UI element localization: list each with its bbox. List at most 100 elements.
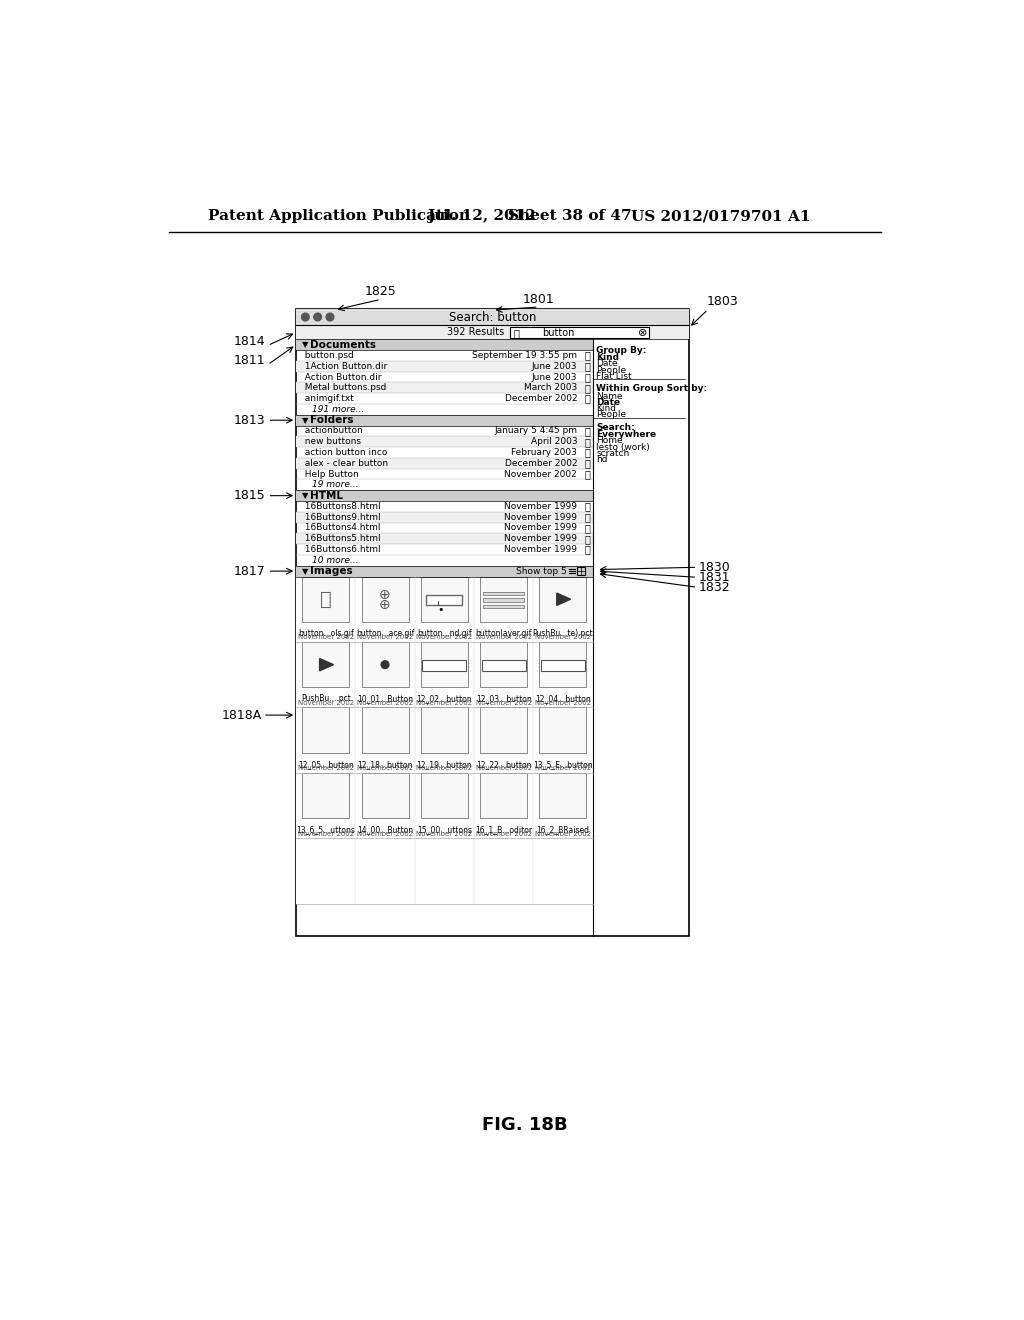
Text: US 2012/0179701 A1: US 2012/0179701 A1 bbox=[631, 209, 811, 223]
Text: buttonlayer.gif: buttonlayer.gif bbox=[475, 628, 531, 638]
Text: September 19 3:55 pm: September 19 3:55 pm bbox=[472, 351, 578, 360]
Text: 16_2_BRaised: 16_2_BRaised bbox=[537, 825, 590, 834]
Text: •: • bbox=[438, 605, 444, 615]
Text: November 2002: November 2002 bbox=[298, 635, 354, 640]
Text: Within Group Sort by:: Within Group Sort by: bbox=[596, 384, 708, 393]
Text: Metal buttons.psd: Metal buttons.psd bbox=[299, 383, 387, 392]
Bar bbox=[483, 605, 524, 607]
Text: March 2003: March 2003 bbox=[524, 383, 578, 392]
Bar bbox=[296, 326, 689, 339]
Text: 1814: 1814 bbox=[233, 335, 265, 348]
Bar bbox=[510, 327, 649, 338]
Bar bbox=[296, 458, 593, 469]
Bar bbox=[296, 512, 593, 523]
Circle shape bbox=[381, 661, 389, 668]
Text: November 2002: November 2002 bbox=[298, 766, 354, 771]
Circle shape bbox=[313, 313, 322, 321]
Text: 13_5_E...button: 13_5_E...button bbox=[534, 760, 593, 768]
Text: November 2002: November 2002 bbox=[505, 470, 578, 479]
Text: ⓘ: ⓘ bbox=[585, 351, 591, 360]
Text: November 1999: November 1999 bbox=[504, 535, 578, 544]
Text: November 2002: November 2002 bbox=[298, 700, 354, 706]
Text: 15_00...uttons: 15_00...uttons bbox=[417, 825, 472, 834]
Bar bbox=[361, 577, 409, 622]
Bar bbox=[480, 642, 527, 688]
Circle shape bbox=[326, 313, 334, 321]
Text: November 1999: November 1999 bbox=[504, 502, 578, 511]
Text: Action Button.dir: Action Button.dir bbox=[299, 372, 382, 381]
Bar bbox=[296, 566, 593, 577]
Text: ⓘ: ⓘ bbox=[585, 383, 591, 393]
Bar bbox=[578, 568, 585, 576]
Polygon shape bbox=[557, 593, 570, 606]
Text: ⓘ: ⓘ bbox=[585, 437, 591, 446]
Text: November 2002: November 2002 bbox=[535, 635, 591, 640]
Text: ⌕: ⌕ bbox=[513, 329, 519, 338]
Text: ⓘ: ⓘ bbox=[585, 447, 591, 458]
Bar bbox=[361, 708, 409, 752]
Bar bbox=[296, 360, 593, 372]
Text: ⓘ: ⓘ bbox=[585, 469, 591, 479]
Bar bbox=[483, 598, 524, 602]
Bar bbox=[421, 642, 468, 688]
Text: button.psd: button.psd bbox=[299, 351, 354, 360]
Bar bbox=[296, 533, 593, 544]
Bar bbox=[296, 490, 593, 502]
Bar bbox=[483, 593, 524, 595]
Text: December 2002: December 2002 bbox=[505, 459, 578, 467]
Bar bbox=[426, 594, 463, 606]
Text: April 2003: April 2003 bbox=[530, 437, 578, 446]
Bar bbox=[422, 660, 466, 671]
Bar bbox=[296, 309, 689, 326]
Text: 16Buttons4.html: 16Buttons4.html bbox=[299, 524, 381, 532]
Text: 1803: 1803 bbox=[707, 296, 738, 308]
Text: ⓘ: ⓘ bbox=[585, 502, 591, 511]
Text: 16Buttons9.html: 16Buttons9.html bbox=[299, 512, 381, 521]
Text: November 1999: November 1999 bbox=[504, 524, 578, 532]
Text: action button inco: action button inco bbox=[299, 447, 387, 457]
Text: ▼: ▼ bbox=[302, 341, 309, 350]
Text: ⎘: ⎘ bbox=[319, 590, 332, 609]
Bar bbox=[296, 577, 593, 642]
Text: November 1999: November 1999 bbox=[504, 512, 578, 521]
Bar bbox=[361, 642, 409, 688]
Text: ⊕: ⊕ bbox=[379, 598, 391, 612]
Text: Everywhere: Everywhere bbox=[596, 430, 656, 440]
Text: PushBu...te).pct: PushBu...te).pct bbox=[532, 628, 593, 638]
Text: ⓘ: ⓘ bbox=[585, 372, 591, 381]
Bar bbox=[296, 642, 593, 708]
Text: Help Button: Help Button bbox=[299, 470, 359, 479]
Text: 1825: 1825 bbox=[365, 285, 396, 298]
Text: November 2002: November 2002 bbox=[357, 830, 413, 837]
Text: 12_04...button: 12_04...button bbox=[535, 694, 591, 704]
Text: November 2002: November 2002 bbox=[357, 635, 413, 640]
Text: November 2002: November 2002 bbox=[475, 700, 531, 706]
Text: 19 more...: 19 more... bbox=[311, 480, 358, 490]
Text: Search:: Search: bbox=[596, 422, 635, 432]
Text: 16_1_B...oditor: 16_1_B...oditor bbox=[475, 825, 532, 834]
Text: Date: Date bbox=[596, 359, 618, 368]
Text: Jul. 12, 2012: Jul. 12, 2012 bbox=[427, 209, 536, 223]
Text: Group By:: Group By: bbox=[596, 346, 647, 355]
Text: June 2003: June 2003 bbox=[531, 362, 578, 371]
Text: November 2002: November 2002 bbox=[475, 830, 531, 837]
Text: Name: Name bbox=[596, 392, 623, 401]
Text: Folders: Folders bbox=[310, 416, 353, 425]
Text: 1830: 1830 bbox=[698, 561, 730, 574]
Text: FIG. 18B: FIG. 18B bbox=[482, 1115, 567, 1134]
Text: ⓘ: ⓘ bbox=[585, 545, 591, 554]
Bar bbox=[296, 414, 593, 425]
Bar bbox=[302, 708, 349, 752]
Text: 12_02...button: 12_02...button bbox=[417, 694, 472, 704]
Text: hd: hd bbox=[596, 455, 608, 463]
Text: 16Buttons8.html: 16Buttons8.html bbox=[299, 502, 381, 511]
Text: ⊕: ⊕ bbox=[379, 587, 391, 602]
Bar bbox=[296, 309, 689, 936]
Bar bbox=[540, 774, 587, 818]
Text: 12_03...button: 12_03...button bbox=[476, 694, 531, 704]
Bar bbox=[540, 642, 587, 688]
Text: Home: Home bbox=[596, 437, 623, 445]
Text: February 2003: February 2003 bbox=[511, 447, 578, 457]
Text: 12_18...button: 12_18...button bbox=[357, 760, 413, 768]
Text: 392 Results: 392 Results bbox=[446, 327, 504, 338]
